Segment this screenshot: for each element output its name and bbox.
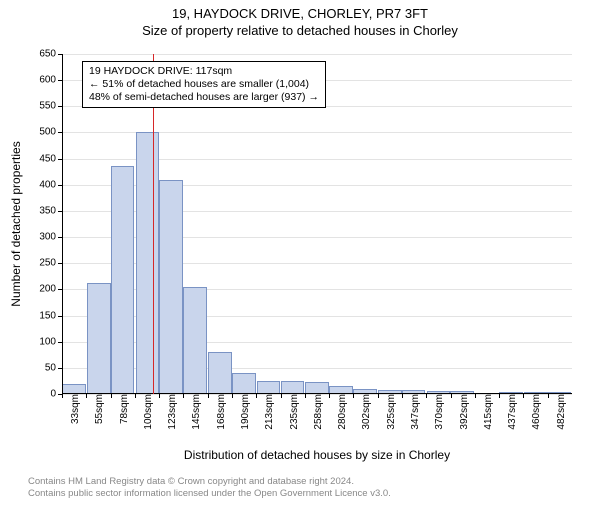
xtick-label: 325sqm — [384, 394, 397, 430]
xtick-label: 213sqm — [262, 394, 275, 430]
xtick-label: 437sqm — [505, 394, 518, 430]
ytick-label: 0 — [50, 389, 62, 400]
xtick-label: 100sqm — [141, 394, 154, 430]
xtick-mark — [305, 394, 306, 398]
xtick-mark — [208, 394, 209, 398]
ytick-label: 50 — [45, 362, 62, 373]
ytick-label: 600 — [39, 75, 62, 86]
histogram-bar — [111, 166, 135, 394]
xtick-mark — [451, 394, 452, 398]
ytick-label: 400 — [39, 179, 62, 190]
ytick-label: 650 — [39, 49, 62, 60]
histogram-bar — [136, 132, 160, 394]
histogram-bar — [208, 352, 232, 394]
title-sub: Size of property relative to detached ho… — [0, 23, 600, 38]
xtick-label: 235sqm — [287, 394, 300, 430]
histogram-bar — [183, 287, 207, 394]
xtick-mark — [353, 394, 354, 398]
xtick-mark — [86, 394, 87, 398]
xtick-label: 302sqm — [359, 394, 372, 430]
ytick-label: 100 — [39, 336, 62, 347]
annotation-line-1: 19 HAYDOCK DRIVE: 117sqm — [89, 65, 319, 78]
xtick-label: 280sqm — [335, 394, 348, 430]
xtick-label: 347sqm — [408, 394, 421, 430]
histogram-bar — [232, 373, 256, 394]
ytick-label: 450 — [39, 153, 62, 164]
xtick-mark — [281, 394, 282, 398]
y-axis-title: Number of detached properties — [9, 141, 23, 306]
xtick-mark — [548, 394, 549, 398]
ytick-label: 300 — [39, 232, 62, 243]
xtick-mark — [329, 394, 330, 398]
ytick-label: 350 — [39, 205, 62, 216]
ytick-label: 500 — [39, 127, 62, 138]
histogram-bar — [159, 180, 183, 394]
xtick-mark — [499, 394, 500, 398]
xtick-label: 460sqm — [529, 394, 542, 430]
xtick-mark — [183, 394, 184, 398]
xtick-label: 33sqm — [68, 394, 81, 424]
xtick-mark — [426, 394, 427, 398]
xtick-label: 145sqm — [189, 394, 202, 430]
annotation-line-2: ← 51% of detached houses are smaller (1,… — [89, 78, 319, 91]
ytick-label: 150 — [39, 310, 62, 321]
xtick-mark — [135, 394, 136, 398]
xtick-mark — [402, 394, 403, 398]
y-axis-line — [62, 54, 63, 394]
xtick-label: 168sqm — [214, 394, 227, 430]
xtick-label: 482sqm — [554, 394, 567, 430]
gridline — [62, 54, 572, 55]
xtick-label: 392sqm — [457, 394, 470, 430]
xtick-label: 370sqm — [432, 394, 445, 430]
xtick-mark — [62, 394, 63, 398]
xtick-label: 123sqm — [165, 394, 178, 430]
histogram-bar — [87, 283, 111, 394]
xtick-label: 55sqm — [92, 394, 105, 424]
xtick-mark — [232, 394, 233, 398]
xtick-mark — [475, 394, 476, 398]
footer-line-2: Contains public sector information licen… — [28, 488, 391, 500]
footer-attribution: Contains HM Land Registry data © Crown c… — [28, 476, 391, 500]
xtick-mark — [159, 394, 160, 398]
ytick-label: 250 — [39, 258, 62, 269]
footer-line-1: Contains HM Land Registry data © Crown c… — [28, 476, 391, 488]
title-address: 19, HAYDOCK DRIVE, CHORLEY, PR7 3FT — [0, 6, 600, 21]
ytick-label: 550 — [39, 101, 62, 112]
annotation-box: 19 HAYDOCK DRIVE: 117sqm ← 51% of detach… — [82, 61, 326, 108]
xtick-label: 78sqm — [117, 394, 130, 424]
xtick-mark — [378, 394, 379, 398]
ytick-label: 200 — [39, 284, 62, 295]
xtick-label: 258sqm — [311, 394, 324, 430]
xtick-label: 415sqm — [481, 394, 494, 430]
xtick-label: 190sqm — [238, 394, 251, 430]
xtick-mark — [256, 394, 257, 398]
xtick-mark — [111, 394, 112, 398]
x-axis-title: Distribution of detached houses by size … — [184, 448, 450, 462]
annotation-line-3: 48% of semi-detached houses are larger (… — [89, 91, 319, 104]
xtick-mark — [523, 394, 524, 398]
